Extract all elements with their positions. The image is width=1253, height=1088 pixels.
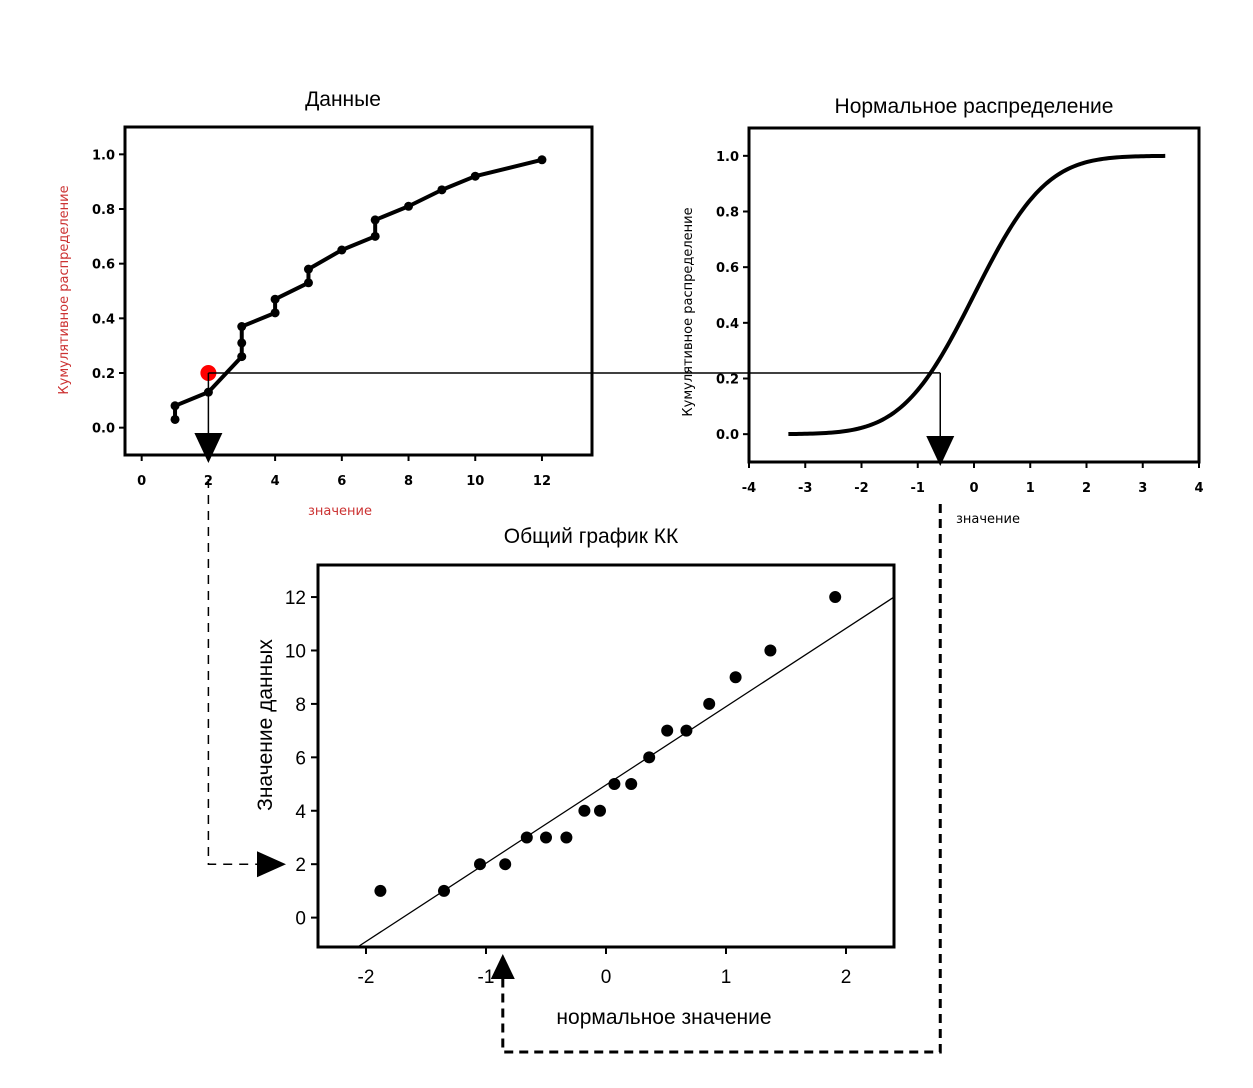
data-cdf-point xyxy=(237,352,247,362)
normal-cdf-xtick-label: 4 xyxy=(1194,481,1203,496)
qq-ytick-label: 0 xyxy=(295,909,306,930)
qq-point xyxy=(608,778,621,791)
qq-point xyxy=(520,831,533,844)
qq-point xyxy=(661,724,674,737)
qq-ytick-label: 10 xyxy=(285,641,306,662)
qq-point xyxy=(594,804,606,817)
normal-cdf-xtick-label: -4 xyxy=(742,481,756,496)
data-down-arrow xyxy=(194,433,223,463)
normal-cdf-title: Нормальное распределение xyxy=(835,95,1114,118)
data-cdf-point xyxy=(237,322,247,332)
qq-ytick-label: 8 xyxy=(295,695,306,716)
data-cdf-xtick-label: 8 xyxy=(404,474,413,489)
normal-cdf-xtick-label: -3 xyxy=(798,481,812,496)
qq-ytick-label: 6 xyxy=(295,748,306,769)
normal-cdf-ytick-label: 1.0 xyxy=(716,150,739,165)
qq-ylabel: Значение данных xyxy=(254,639,277,811)
qq-ytick-label: 4 xyxy=(295,802,306,823)
qq-xtick-label: 0 xyxy=(601,967,612,988)
normal-cdf-xtick-label: -1 xyxy=(911,481,925,496)
normal-cdf-xlabel: значение xyxy=(956,512,1020,527)
qq-point xyxy=(703,697,716,710)
normal-cdf-panel: Нормальное распределение -4 -3 -2 -1 0 1 2 3 4 0.… xyxy=(681,95,1204,527)
qq-point xyxy=(474,858,486,871)
data-cdf-xtick-label: 6 xyxy=(337,474,346,489)
data-cdf-xlabel: значение xyxy=(308,504,372,519)
data-cdf-line xyxy=(173,157,543,420)
data-cdf-ytick-label: 0.8 xyxy=(92,203,115,218)
qq-point xyxy=(625,778,638,791)
normal-cdf-xtick-label: 1 xyxy=(1026,481,1035,496)
data-cdf-xtick-label: 10 xyxy=(466,474,484,489)
data-to-qq-dashed-path xyxy=(207,479,258,865)
connector-lines xyxy=(194,372,955,1054)
qq-xtick-label: -1 xyxy=(478,967,495,988)
qq-xtick-label: 2 xyxy=(841,967,852,988)
data-cdf-title: Данные xyxy=(305,88,381,111)
data-cdf-point xyxy=(470,171,480,181)
data-cdf-point xyxy=(303,278,313,288)
qq-point xyxy=(578,804,591,817)
data-cdf-xtick-label: 0 xyxy=(137,474,146,489)
data-cdf-point xyxy=(270,294,280,304)
data-cdf-point xyxy=(270,308,280,318)
data-cdf-frame xyxy=(123,125,594,457)
normal-to-qq-dashed-path xyxy=(501,504,942,1054)
qq-point xyxy=(643,751,656,764)
qq-point xyxy=(374,884,387,897)
qq-x-arrow xyxy=(490,954,515,979)
normal-cdf-xtick-label: 2 xyxy=(1082,481,1091,496)
data-cdf-point xyxy=(170,401,180,411)
qq-frame xyxy=(316,563,896,949)
data-cdf-xtick-label: 12 xyxy=(533,474,551,489)
normal-cdf-ytick-label: 0.4 xyxy=(716,317,739,332)
qq-point xyxy=(438,884,450,897)
qq-xtick-label: 1 xyxy=(721,967,732,988)
normal-cdf-xtick-label: 3 xyxy=(1138,481,1147,496)
data-cdf-panel: Данные 0 2 4 6 8 10 120.00.20.40.60.81.0 значе… xyxy=(57,88,594,519)
qq-point xyxy=(560,831,573,844)
data-cdf-point xyxy=(537,155,547,165)
qq-point xyxy=(829,591,842,604)
normal-cdf-ytick-label: 0.0 xyxy=(716,428,739,443)
data-cdf-ytick-label: 0.2 xyxy=(92,367,115,382)
qq-point xyxy=(680,724,693,737)
data-cdf-ylabel: Кумулятивное распределение xyxy=(57,185,72,394)
normal-cdf-ytick-label: 0.2 xyxy=(716,373,739,388)
qq-ytick-label: 2 xyxy=(295,855,306,876)
normal-down-arrow xyxy=(926,436,955,466)
data-cdf-ytick-label: 0.0 xyxy=(92,422,115,437)
data-cdf-point xyxy=(170,414,180,424)
qq-xlabel: нормальное значение xyxy=(556,1006,771,1029)
data-cdf-ytick-label: 0.4 xyxy=(92,312,115,327)
data-cdf-point xyxy=(437,185,447,195)
normal-cdf-ytick-label: 0.8 xyxy=(716,206,739,221)
data-cdf-point xyxy=(237,338,247,348)
qq-ytick-label: 12 xyxy=(285,588,306,609)
normal-cdf-xtick-label: -2 xyxy=(854,481,868,496)
data-cdf-xtick-label: 4 xyxy=(271,474,280,489)
qq-reference-line xyxy=(357,596,895,948)
qq-y-arrow xyxy=(257,851,286,878)
qq-xtick-label: -2 xyxy=(358,967,375,988)
data-cdf-point xyxy=(370,215,380,225)
normal-cdf-ylabel: Кумулятивное распределение xyxy=(681,207,696,416)
qq-point xyxy=(499,858,512,871)
normal-cdf-ytick-label: 0.6 xyxy=(716,261,739,276)
data-cdf-point xyxy=(303,264,313,274)
normal-cdf-curve xyxy=(788,153,1166,437)
data-cdf-point xyxy=(370,231,380,241)
data-cdf-ytick-label: 0.6 xyxy=(92,258,115,273)
data-cdf-ytick-label: 1.0 xyxy=(92,148,115,163)
qq-point xyxy=(540,831,552,844)
qq-point xyxy=(729,671,742,684)
data-cdf-point xyxy=(404,201,414,211)
qq-title: Общий график КК xyxy=(504,525,679,548)
normal-cdf-xtick-label: 0 xyxy=(969,481,978,496)
data-cdf-point xyxy=(337,245,347,255)
qq-point xyxy=(764,644,777,657)
